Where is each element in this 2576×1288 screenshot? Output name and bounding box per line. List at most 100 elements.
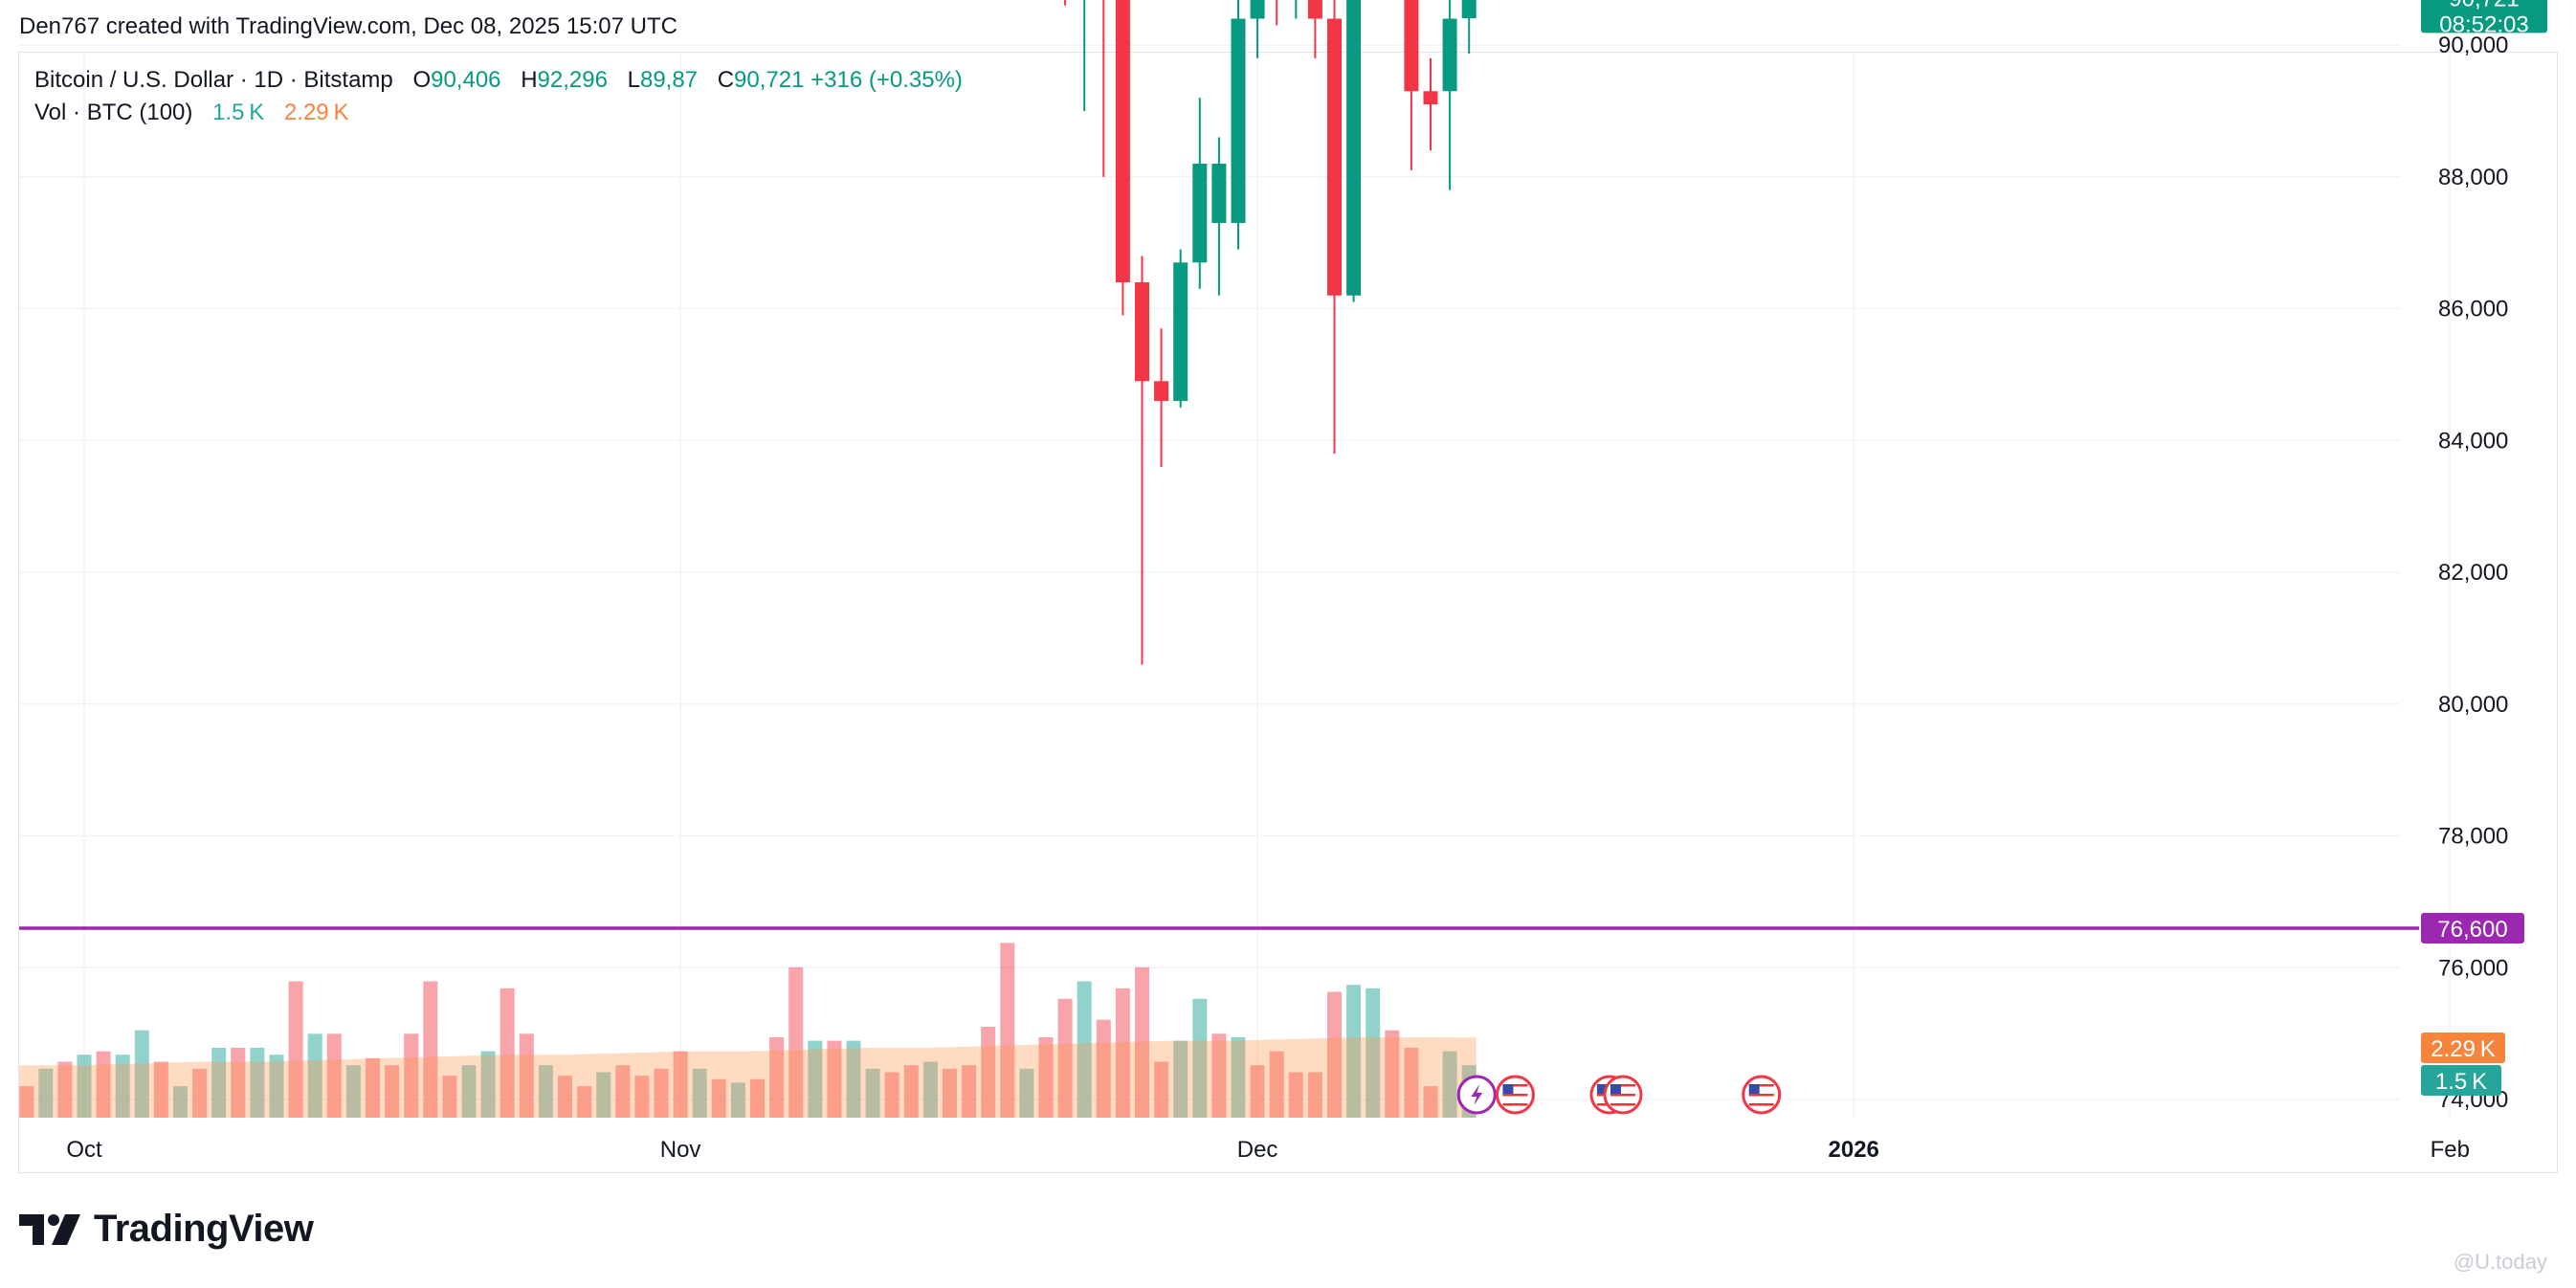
volume-bar <box>1404 1047 1419 1118</box>
candle-body <box>1423 91 1438 105</box>
price-tick-label: 86,000 <box>2438 297 2508 322</box>
candle <box>1211 137 1227 296</box>
volume-bar <box>1307 1072 1322 1118</box>
volume-last-tag-label: 1.5 K <box>2435 1069 2487 1095</box>
change-value: +316 (+0.35%) <box>811 67 963 93</box>
volume-bar <box>1173 1040 1188 1118</box>
volume-ma-tag-label: 2.29 K <box>2431 1036 2496 1062</box>
time-tick-label: Oct <box>66 1137 102 1163</box>
grid <box>19 44 2452 1118</box>
candle <box>1173 249 1188 408</box>
candle <box>1192 98 1208 289</box>
candle <box>1295 0 1298 19</box>
candle-body <box>1154 381 1169 401</box>
volume-bar <box>442 1076 457 1118</box>
volume-bar <box>538 1065 553 1118</box>
volume-bar <box>558 1076 572 1118</box>
time-tick-label: Feb <box>2431 1137 2470 1163</box>
candle <box>1276 0 1278 26</box>
open-value: 90,406 <box>431 67 501 93</box>
volume-bar <box>480 1051 496 1118</box>
volume-bar <box>577 1086 592 1118</box>
candle <box>1250 0 1265 58</box>
flag-stripe <box>1610 1084 1635 1087</box>
volume-bar <box>345 1065 361 1118</box>
volume-bar <box>500 988 515 1118</box>
volume-bar <box>1423 1086 1438 1118</box>
volume-label: Vol · BTC (100) <box>34 100 193 125</box>
volume-bar <box>788 966 804 1118</box>
candle <box>1404 0 1419 170</box>
volume-bar <box>115 1055 130 1118</box>
volume-bar <box>634 1076 650 1118</box>
chart-frame[interactable] <box>18 52 2558 1173</box>
volume-bar <box>1288 1072 1303 1118</box>
volume-bar <box>1038 1036 1054 1118</box>
volume-bar <box>730 1082 745 1118</box>
volume-value: 1.5 K <box>212 100 265 125</box>
close-value: 90,721 <box>734 67 805 93</box>
close-label: C <box>717 67 735 93</box>
candle <box>1102 0 1105 177</box>
volume-bar <box>827 1040 842 1118</box>
flag-stripe <box>1610 1103 1635 1106</box>
volume-bar <box>1192 998 1208 1118</box>
volume-bar <box>1019 1068 1034 1118</box>
us-flag-icon <box>1495 1075 1535 1115</box>
candles <box>1064 0 1477 665</box>
watermark: @U.today <box>2453 1250 2547 1274</box>
time-axis: Oct Nov Dec 2026 Feb <box>66 1137 2470 1163</box>
volume-bar <box>1346 985 1362 1118</box>
volume-bar <box>326 1033 342 1118</box>
flag-stripe <box>1502 1094 1528 1097</box>
volume-bar <box>231 1047 246 1118</box>
us-flag-icon <box>1603 1075 1643 1115</box>
volume-bar <box>1269 1051 1284 1118</box>
volume-legend[interactable]: Vol · BTC (100) 1.5 K 2.29 K <box>34 100 348 126</box>
candle-body <box>1250 0 1265 19</box>
candle-body <box>1442 18 1457 92</box>
flag-stripe <box>1748 1084 1774 1087</box>
candle <box>1423 57 1438 151</box>
level-price-tag <box>2421 912 2524 944</box>
volume-bar <box>250 1047 265 1118</box>
open-label: O <box>412 67 432 93</box>
tradingview-logo[interactable]: TradingView <box>19 1208 314 1251</box>
candle-body <box>1211 164 1227 224</box>
volume-bar <box>19 1086 34 1118</box>
volume-bar <box>1366 988 1381 1118</box>
volume-bar <box>865 1068 880 1118</box>
candle <box>1231 0 1246 250</box>
candle <box>1327 0 1342 455</box>
volume-bar <box>711 1078 726 1118</box>
current-price-tag <box>2421 0 2547 33</box>
volume-bar <box>77 1055 92 1118</box>
time-tick-label: 2026 <box>1829 1137 1879 1163</box>
low-value: 89,87 <box>639 67 699 93</box>
flag-stripe <box>1502 1089 1528 1092</box>
flag-stripe <box>1610 1089 1635 1092</box>
horizontal-levels <box>19 926 2419 930</box>
volume-bar <box>404 1033 419 1118</box>
candle-body <box>1135 282 1149 382</box>
volume-bar <box>673 1051 688 1118</box>
price-tick-label: 84,000 <box>2438 428 2508 454</box>
flag-stripe <box>1748 1103 1774 1106</box>
volume-last-tag <box>2421 1065 2501 1096</box>
price-chart[interactable]: 74,00076,00078,00080,00082,00084,00086,0… <box>0 0 2576 1187</box>
volume-bar <box>981 1027 996 1118</box>
candle <box>1115 0 1130 316</box>
volume-bar <box>96 1051 111 1118</box>
price-tick-label: 90,000 <box>2438 33 2508 58</box>
volume-pane <box>19 943 1477 1118</box>
symbol-legend[interactable]: Bitcoin / U.S. Dollar · 1D · Bitstamp O9… <box>34 67 963 94</box>
volume-bar <box>1211 1033 1227 1118</box>
volume-bar <box>385 1065 400 1118</box>
candle <box>1064 0 1067 6</box>
price-tick-label: 82,000 <box>2438 560 2508 586</box>
price-axis: 74,00076,00078,00080,00082,00084,00086,0… <box>2421 0 2547 1113</box>
volume-bar <box>922 1061 938 1118</box>
volume-bar <box>654 1068 669 1118</box>
candle-body <box>1404 0 1419 92</box>
candle <box>1442 0 1457 190</box>
